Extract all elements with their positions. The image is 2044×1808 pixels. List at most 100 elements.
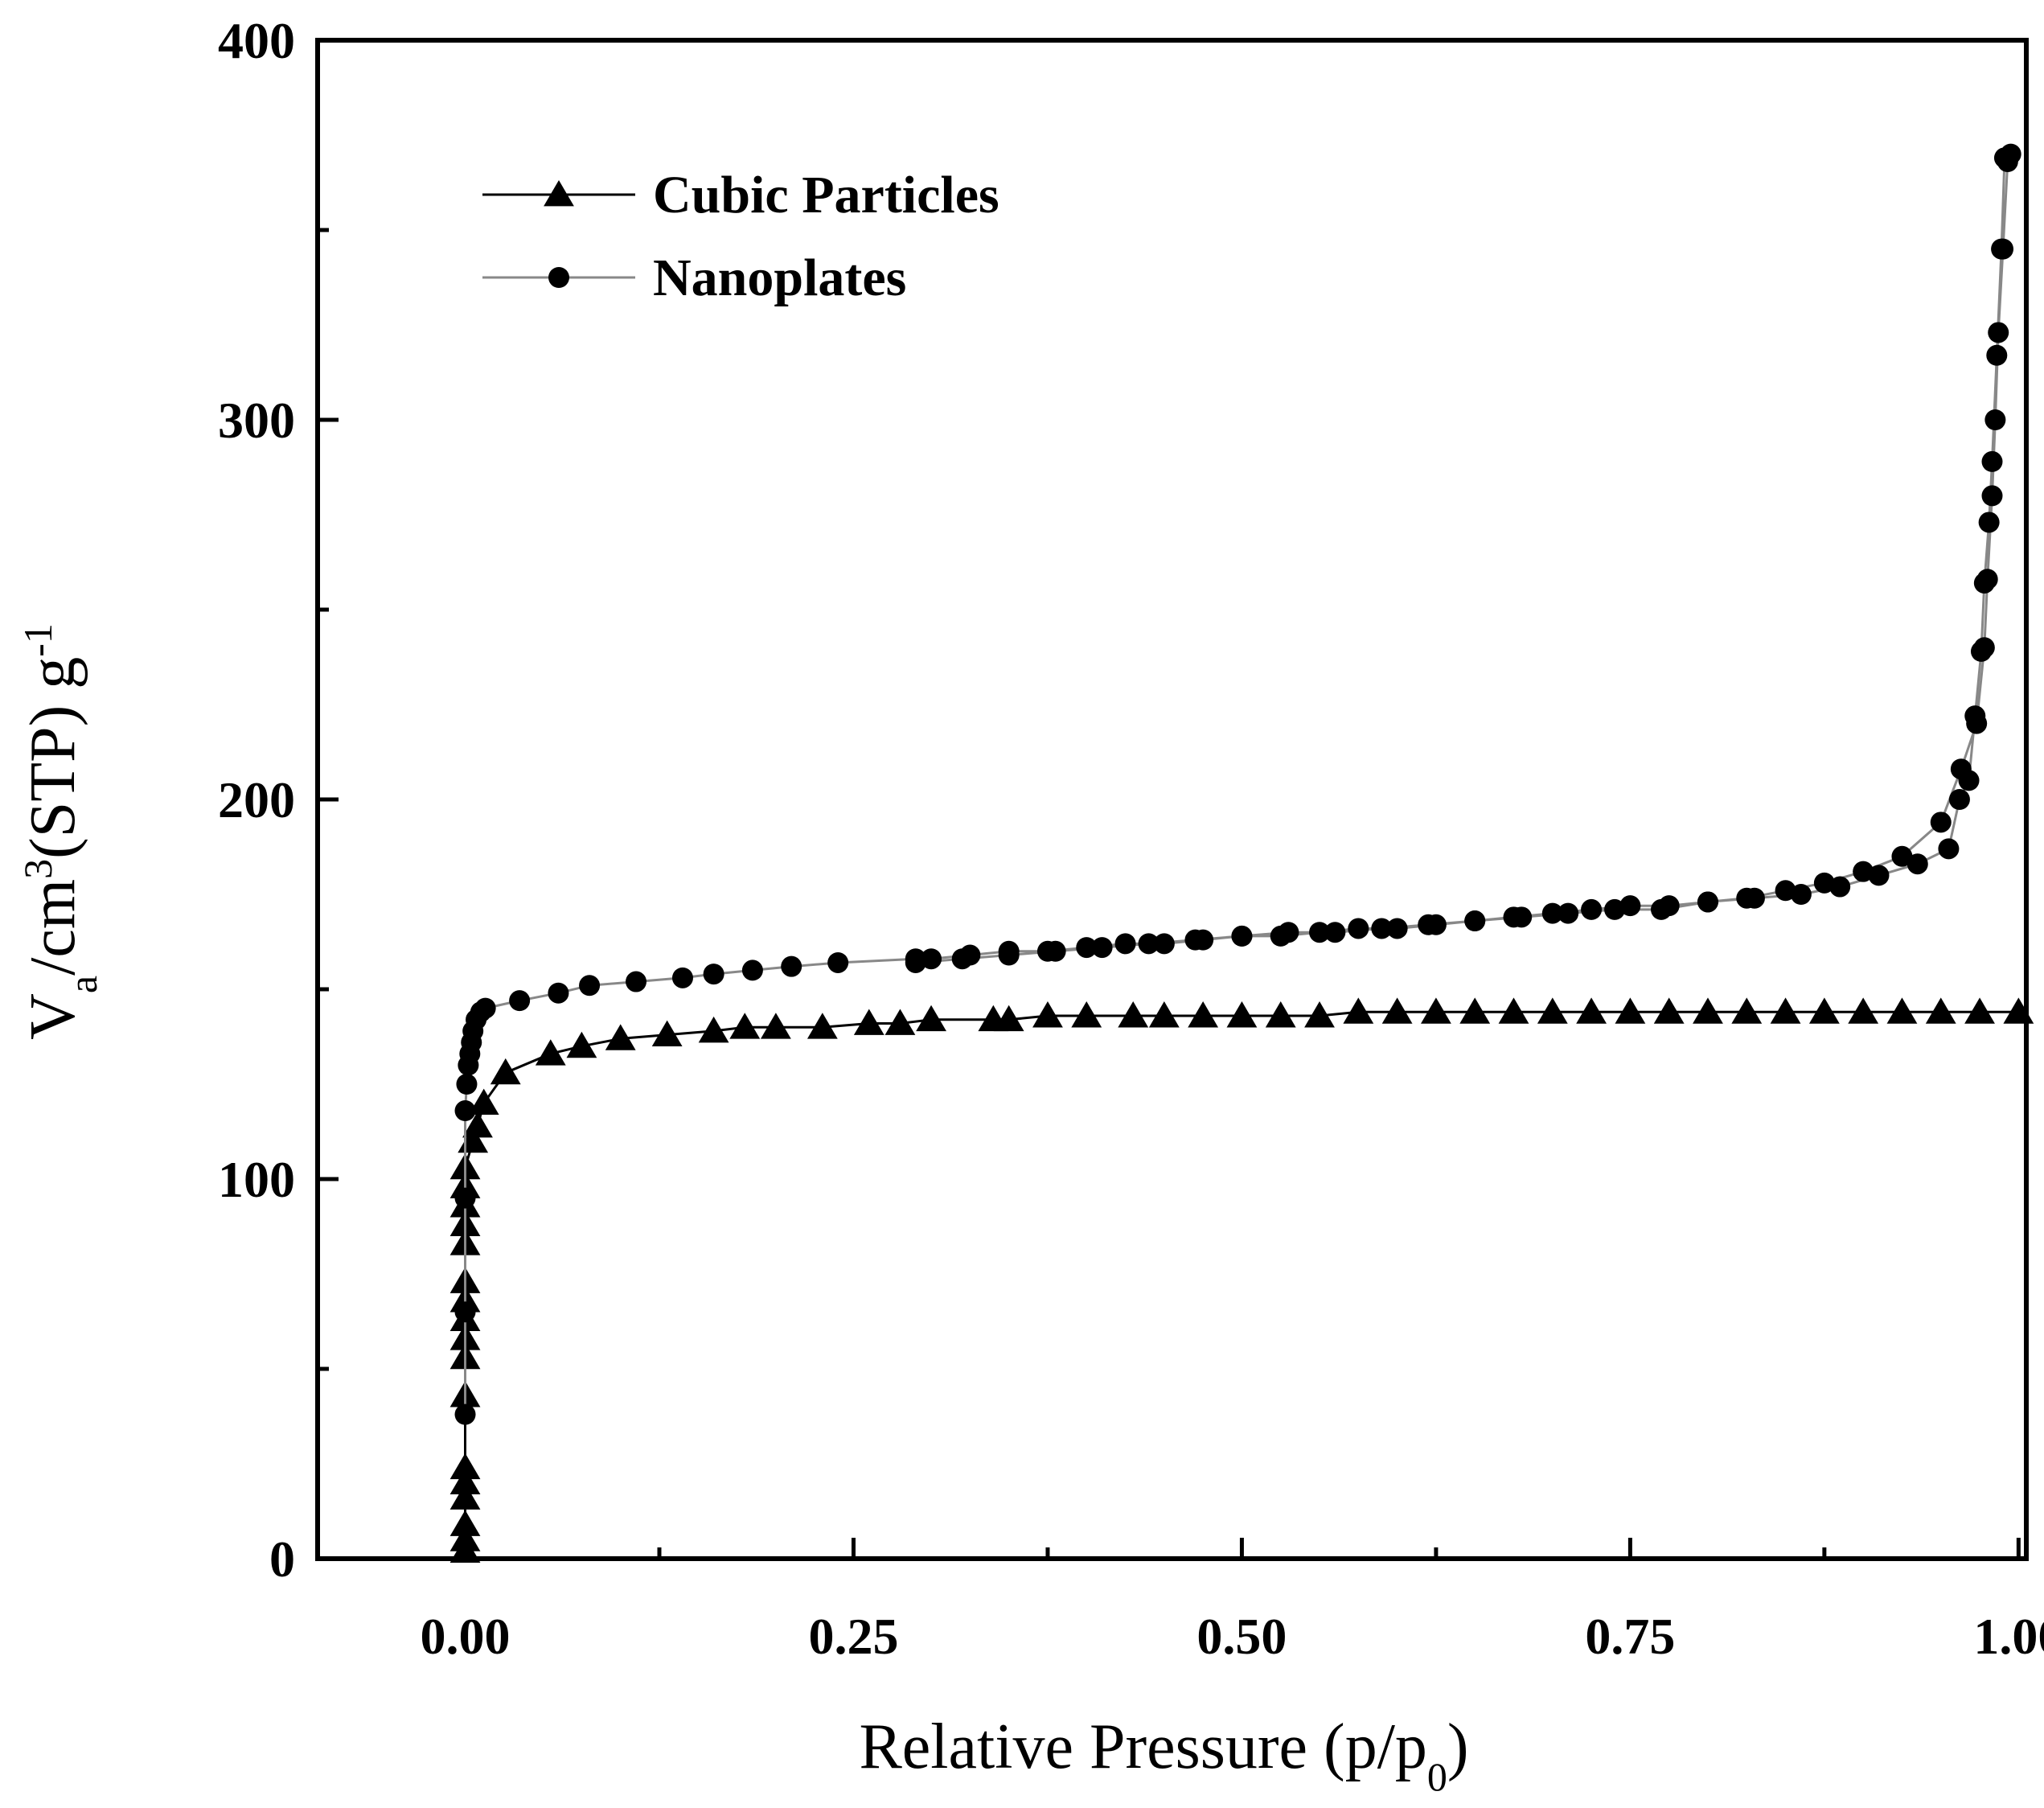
data-point-circle [1790,884,1812,905]
data-point-triangle [1537,997,1568,1024]
data-point-triangle [2003,997,2034,1024]
data-point-circle [905,951,926,973]
data-point-triangle [1964,997,1995,1024]
data-point-triangle [651,1020,683,1047]
data-point-triangle [853,1009,885,1035]
data-point-circle [1973,572,1995,594]
data-point-circle [1868,865,1890,886]
data-point-triangle [1459,997,1491,1024]
data-point-circle [1981,450,2003,472]
legend: Cubic Particles Nanoplates [482,166,999,307]
data-point-circle [1231,925,1253,947]
y-axis-title-cm: /cm [18,879,88,976]
legend-label-cubic-particles: Cubic Particles [653,166,999,224]
data-point-triangle [1653,997,1685,1024]
legend-marker-triangle [544,180,574,207]
data-point-triangle [605,1024,636,1050]
data-point-triangle [1576,997,1607,1024]
data-point-circle [1651,898,1673,920]
y-tick-label: 0 [269,1531,295,1588]
data-point-circle [454,1100,476,1122]
data-point-triangle [698,1016,729,1043]
series-nanoplates [454,143,2021,1425]
data-point-circle [998,944,1020,966]
data-point-circle [1076,937,1098,959]
data-point-triangle [885,1009,916,1035]
data-point-triangle [449,1453,481,1480]
data-point-triangle [449,1468,481,1494]
data-point-triangle [807,1013,838,1039]
y-axis-title-stp: (STP) g [18,657,88,859]
data-point-circle [1371,918,1393,939]
data-point-circle [626,971,647,992]
data-point-circle [827,951,849,973]
data-point-triangle [916,1005,946,1032]
legend-label-nanoplates: Nanoplates [653,249,906,307]
data-point-circle [1278,922,1299,943]
x-tick-label: 0.25 [808,1608,898,1665]
x-axis-title: Relative Pressure (p/p0) [859,1711,1468,1799]
tick-layer [318,38,2021,1561]
data-point-circle [1184,929,1206,951]
y-axis-title-v-subscript: a [60,976,105,993]
x-tick-label: 1.00 [1973,1608,2044,1665]
x-axis-title-end: ) [1447,1711,1469,1782]
y-tick-label: 400 [218,12,295,69]
data-point-circle [1153,933,1175,955]
data-point-circle [703,964,724,985]
data-point-triangle [1731,997,1763,1024]
series-cubic-particles [449,997,2034,1563]
data-point-circle [1958,770,1980,791]
data-point-circle [1829,876,1851,898]
data-point-triangle [1693,997,1723,1024]
data-point-circle [1970,640,1992,662]
data-point-circle [1114,933,1136,955]
data-point-circle [454,1187,476,1209]
data-point-circle [1981,485,2003,507]
data-point-circle [1743,887,1765,909]
data-point-circle [951,948,973,970]
data-point-circle [454,1301,476,1323]
series-line [464,1010,2019,1551]
data-point-triangle [1226,1001,1258,1028]
data-point-circle [1604,898,1626,920]
data-point-triangle [1886,997,1918,1024]
data-point-triangle [449,1510,481,1536]
data-point-triangle [1848,997,1879,1024]
data-point-triangle [1925,997,1956,1024]
data-point-triangle [729,1013,761,1039]
data-point-triangle [449,1525,481,1551]
data-point-circle [1418,914,1439,935]
plot-frame [315,38,2029,1561]
x-tick-label: 0.50 [1196,1608,1287,1665]
legend-marker-circle [548,267,569,288]
data-point-circle [1978,512,2000,533]
data-point-circle [1930,812,1952,833]
data-point-circle [1045,940,1066,962]
y-tick-label: 200 [218,771,295,828]
data-point-triangle [1188,1001,1219,1028]
x-tick-label: 0.00 [421,1608,511,1665]
data-point-circle [454,1403,476,1425]
data-point-circle [1324,922,1346,943]
series-layer [449,143,2034,1563]
data-point-circle [509,990,531,1012]
x-axis-title-main: Relative Pressure (p/p [859,1711,1426,1782]
data-point-circle [1938,838,1960,860]
data-point-circle [671,967,693,988]
data-point-circle [1988,322,2009,343]
data-point-circle [1138,933,1159,955]
y-tick-label: 300 [218,392,295,449]
data-point-circle [1091,937,1113,959]
data-point-circle [781,955,802,977]
data-point-triangle [462,1111,493,1138]
x-tick-label: 0.75 [1585,1608,1675,1665]
series-line [464,150,2013,1415]
data-point-circle [1581,898,1603,920]
legend-entry-nanoplates: Nanoplates [482,249,906,307]
data-point-circle [1309,922,1331,943]
data-point-triangle [535,1039,566,1066]
data-point-circle [548,982,569,1004]
y-axis-title-v: V [18,993,88,1040]
